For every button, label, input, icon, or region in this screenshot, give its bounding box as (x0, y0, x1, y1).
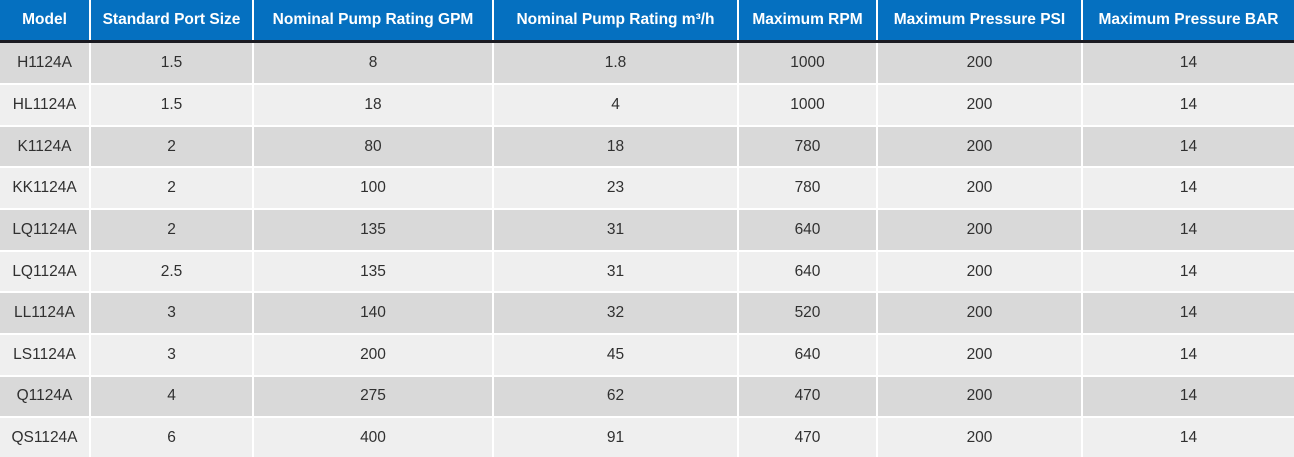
table-header: Model Standard Port Size Nominal Pump Rati… (0, 0, 1294, 43)
cell-max_rpm: 470 (738, 375, 878, 419)
column-header-max_rpm: Maximum RPM (738, 0, 878, 43)
column-header-max_bar: Maximum Pressure BAR (1082, 0, 1294, 43)
cell-max_psi: 200 (877, 334, 1083, 377)
cell-port_size: 4 (90, 375, 254, 419)
cell-rating_m3h: 91 (493, 417, 739, 457)
table-row: KK1124A 2 100 23 780 200 14 (0, 167, 1294, 211)
header-row: Model Standard Port Size Nominal Pump Rati… (0, 0, 1294, 43)
cell-rating_gpm: 80 (253, 125, 494, 169)
cell-rating_m3h: 32 (493, 292, 739, 336)
cell-port_size: 1.5 (90, 41, 254, 86)
cell-max_psi: 200 (877, 167, 1083, 211)
column-header-rating_gpm: Nominal Pump Rating GPM (253, 0, 494, 43)
cell-port_size: 6 (90, 417, 254, 457)
cell-max_psi: 200 (877, 417, 1083, 457)
cell-rating_m3h: 45 (493, 334, 739, 377)
cell-max_psi: 200 (877, 125, 1083, 169)
cell-max_rpm: 640 (738, 250, 878, 294)
table-row: LS1124A 3 200 45 640 200 14 (0, 334, 1294, 377)
column-header-max_psi: Maximum Pressure PSI (877, 0, 1083, 43)
cell-rating_m3h: 4 (493, 84, 739, 127)
cell-model: Q1124A (0, 375, 91, 419)
cell-rating_m3h: 62 (493, 375, 739, 419)
cell-max_psi: 200 (877, 292, 1083, 336)
cell-max_psi: 200 (877, 250, 1083, 294)
cell-port_size: 2 (90, 125, 254, 169)
table-body: H1124A 1.5 8 1.8 1000 200 14 HL1124A 1.5 18 4 1000 2… (0, 41, 1294, 457)
cell-rating_m3h: 1.8 (493, 41, 739, 86)
cell-max_rpm: 1000 (738, 84, 878, 127)
cell-max_bar: 14 (1082, 334, 1294, 377)
table-row: H1124A 1.5 8 1.8 1000 200 14 (0, 41, 1294, 86)
cell-rating_gpm: 200 (253, 334, 494, 377)
cell-rating_gpm: 100 (253, 167, 494, 211)
cell-rating_gpm: 135 (253, 209, 494, 252)
cell-model: LQ1124A (0, 250, 91, 294)
cell-max_bar: 14 (1082, 250, 1294, 294)
cell-rating_gpm: 400 (253, 417, 494, 457)
cell-rating_m3h: 31 (493, 209, 739, 252)
cell-rating_m3h: 23 (493, 167, 739, 211)
cell-rating_gpm: 275 (253, 375, 494, 419)
table-row: K1124A 2 80 18 780 200 14 (0, 125, 1294, 169)
cell-rating_gpm: 18 (253, 84, 494, 127)
cell-model: HL1124A (0, 84, 91, 127)
cell-max_bar: 14 (1082, 375, 1294, 419)
table-row: LL1124A 3 140 32 520 200 14 (0, 292, 1294, 336)
table-row: LQ1124A 2 135 31 640 200 14 (0, 209, 1294, 252)
cell-max_rpm: 1000 (738, 41, 878, 86)
column-header-port_size: Standard Port Size (90, 0, 254, 43)
cell-rating_gpm: 135 (253, 250, 494, 294)
cell-model: K1124A (0, 125, 91, 169)
cell-model: LL1124A (0, 292, 91, 336)
cell-model: H1124A (0, 41, 91, 86)
cell-max_rpm: 780 (738, 125, 878, 169)
cell-max_psi: 200 (877, 375, 1083, 419)
cell-max_bar: 14 (1082, 41, 1294, 86)
column-header-model: Model (0, 0, 91, 43)
cell-model: QS1124A (0, 417, 91, 457)
table-row: QS1124A 6 400 91 470 200 14 (0, 417, 1294, 457)
cell-port_size: 2 (90, 167, 254, 211)
cell-max_bar: 14 (1082, 417, 1294, 457)
cell-max_bar: 14 (1082, 292, 1294, 336)
cell-port_size: 2.5 (90, 250, 254, 294)
cell-max_psi: 200 (877, 41, 1083, 86)
cell-max_bar: 14 (1082, 84, 1294, 127)
cell-max_psi: 200 (877, 84, 1083, 127)
cell-max_bar: 14 (1082, 167, 1294, 211)
cell-max_rpm: 780 (738, 167, 878, 211)
cell-rating_m3h: 18 (493, 125, 739, 169)
cell-max_rpm: 520 (738, 292, 878, 336)
cell-port_size: 1.5 (90, 84, 254, 127)
cell-max_bar: 14 (1082, 125, 1294, 169)
cell-port_size: 3 (90, 292, 254, 336)
cell-model: LQ1124A (0, 209, 91, 252)
cell-max_bar: 14 (1082, 209, 1294, 252)
cell-rating_gpm: 8 (253, 41, 494, 86)
cell-max_rpm: 640 (738, 209, 878, 252)
cell-port_size: 3 (90, 334, 254, 377)
cell-model: KK1124A (0, 167, 91, 211)
cell-port_size: 2 (90, 209, 254, 252)
table-row: LQ1124A 2.5 135 31 640 200 14 (0, 250, 1294, 294)
cell-rating_gpm: 140 (253, 292, 494, 336)
table-row: HL1124A 1.5 18 4 1000 200 14 (0, 84, 1294, 127)
cell-model: LS1124A (0, 334, 91, 377)
cell-max_rpm: 470 (738, 417, 878, 457)
cell-max_rpm: 640 (738, 334, 878, 377)
column-header-rating_m3h: Nominal Pump Rating m³/h (493, 0, 739, 43)
table-row: Q1124A 4 275 62 470 200 14 (0, 375, 1294, 419)
cell-max_psi: 200 (877, 209, 1083, 252)
cell-rating_m3h: 31 (493, 250, 739, 294)
